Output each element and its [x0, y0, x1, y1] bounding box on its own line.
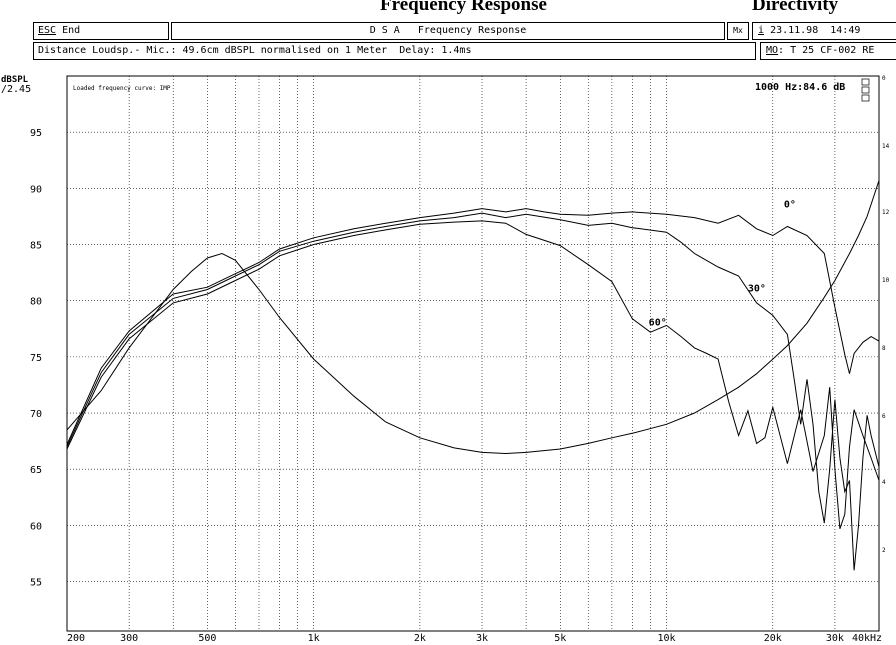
top-strip: Frequency Response Directivity — [0, 0, 896, 20]
y-tick-label: 85 — [30, 241, 42, 252]
subtitle-right: Directivity — [752, 0, 839, 15]
x-tick-label: 200 — [67, 633, 85, 641]
mode-button-label: Mx — [733, 26, 743, 35]
x-tick-label: 40kHz — [852, 633, 882, 641]
x-tick-label: 2k — [414, 633, 426, 641]
x-tick-label: 300 — [120, 633, 138, 641]
y-tick-label: 95 — [30, 128, 42, 139]
x-tick-label: 30k — [826, 633, 844, 641]
right-axis-tick-label: 10 — [882, 277, 890, 284]
series-line-60° — [66, 220, 880, 529]
esc-label: End — [62, 25, 81, 36]
mo-key: MO — [766, 45, 779, 56]
scroll-up-icon[interactable] — [861, 78, 870, 86]
esc-key: ESC — [38, 25, 57, 36]
loaded-curve-label: Loaded frequency curve: IMP — [73, 85, 171, 92]
y-tick-label: 80 — [30, 297, 42, 308]
curve-label: 30° — [748, 284, 766, 295]
info-datetime-button[interactable]: i 23.11.98 14:49 — [752, 22, 896, 40]
series-group — [66, 180, 880, 571]
x-tick-label: 5k — [554, 633, 566, 641]
y-tick-label: 90 — [30, 184, 42, 195]
plot-frame — [66, 75, 880, 632]
y-tick-label: 65 — [30, 465, 42, 476]
x-tick-label: 3k — [476, 633, 488, 641]
series-line-30° — [66, 212, 880, 571]
right-axis-tick-label: 0 — [882, 75, 886, 82]
window-title: D S A Frequency Response — [171, 22, 725, 40]
right-axis-tick-label: 6 — [882, 413, 886, 420]
right-axis-tick-label: 12 — [882, 209, 890, 216]
measurement-info: Distance Loudsp.- Mic.: 49.6cm dBSPL nor… — [33, 42, 756, 60]
y-unit-label: dBSPL — [1, 75, 29, 85]
scroll-down-icon[interactable] — [861, 94, 870, 102]
y-tick-label: 75 — [30, 353, 42, 364]
x-tick-label: 20k — [764, 633, 782, 641]
y-tick-label: 55 — [30, 578, 42, 589]
curve-label: 60° — [649, 317, 667, 328]
mo-label: : T 25 CF-002 RE — [778, 45, 875, 56]
subtitle-left: Frequency Response — [380, 0, 547, 15]
y-tick-label: 70 — [30, 409, 42, 420]
scroll-mid-icon[interactable] — [861, 86, 870, 94]
labels-group: 0° 30° 60° — [649, 199, 796, 328]
frequency-response-plot: 95 90 85 80 75 70 65 60 55 200 300 500 1k 2k 3k 5k 10k 20… — [0, 62, 896, 644]
mode-button[interactable]: Mx — [727, 22, 749, 40]
measurement-text: Distance Loudsp.- Mic.: 49.6cm dBSPL nor… — [38, 45, 472, 56]
esc-end-button[interactable]: ESC End — [33, 22, 169, 40]
x-tick-label: 500 — [198, 633, 216, 641]
y-scale-label: /2.45 — [1, 84, 31, 95]
datetime: 23.11.98 14:49 — [770, 25, 861, 36]
series-line-IMP — [66, 180, 880, 455]
x-tick-label: 1k — [308, 633, 320, 641]
y-tick-label: 60 — [30, 521, 42, 532]
right-axis-tick-label: 14 — [882, 143, 890, 150]
mo-button[interactable]: MO: T 25 CF-002 RE — [760, 42, 896, 60]
right-axis-tick-label: 2 — [882, 547, 886, 554]
info-key: i — [758, 25, 765, 36]
right-axis-tick-label: 4 — [882, 479, 886, 486]
right-axis-tick-label: 8 — [882, 345, 886, 352]
window-title-text: D S A Frequency Response — [369, 25, 527, 36]
curve-label: 0° — [784, 199, 796, 210]
series-line-0° — [66, 208, 880, 445]
marker-readout: 1000 Hz:84.6 dB — [755, 82, 845, 93]
x-tick-label: 10k — [658, 633, 676, 641]
